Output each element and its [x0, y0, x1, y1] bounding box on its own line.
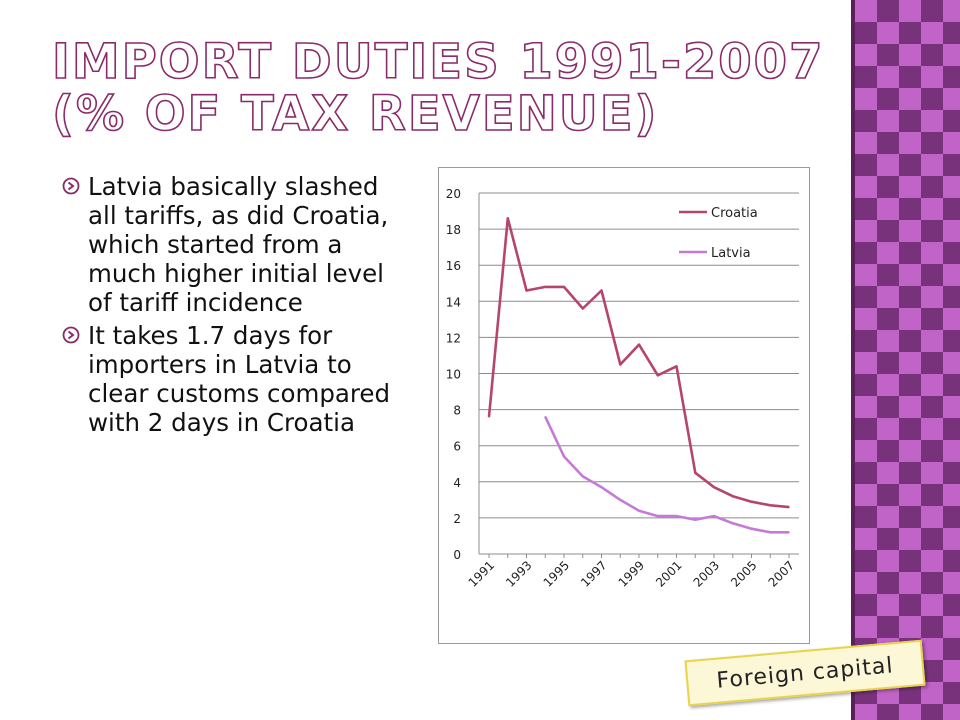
bullet-item: Latvia basically slashed all tariffs, as… [62, 172, 407, 317]
series-line-croatia [487, 217, 790, 509]
data-point-croatia [750, 500, 753, 503]
slide-title: Import Duties 1991-2007 (% of tax revenu… [51, 34, 842, 142]
data-point-croatia [600, 289, 603, 292]
data-point-croatia [544, 286, 547, 288]
y-tick-label: 10 [446, 368, 461, 382]
data-point-latvia [600, 486, 603, 489]
data-point-croatia [675, 365, 678, 368]
data-point-latvia [788, 531, 790, 534]
data-point-latvia [750, 527, 753, 530]
decorative-side-panel [855, 0, 960, 720]
slide-title-line2: (% of tax revenue) [51, 86, 659, 142]
y-tick-label: 6 [453, 440, 461, 454]
data-point-latvia [581, 475, 584, 478]
data-point-latvia [694, 518, 697, 521]
data-point-croatia [563, 286, 565, 288]
data-point-latvia [769, 531, 772, 534]
x-tick-label: 1997 [578, 558, 609, 589]
bullet-text: It takes 1.7 days for importers in Latvi… [88, 321, 391, 437]
bullet-icon [62, 177, 80, 195]
x-tick-label: 2003 [691, 558, 722, 589]
x-tick-label: 2001 [653, 558, 684, 589]
data-point-croatia [769, 504, 772, 507]
x-tick-label: 1993 [503, 558, 534, 589]
data-point-latvia [563, 455, 565, 458]
data-point-croatia [694, 471, 697, 474]
slide-title-line1: Import Duties 1991-2007 [51, 34, 825, 90]
y-tick-label: 20 [446, 187, 461, 201]
y-tick-label: 8 [453, 404, 461, 418]
bullet-item: It takes 1.7 days for importers in Latvi… [62, 321, 407, 437]
data-point-croatia [619, 363, 622, 366]
y-tick-label: 18 [446, 223, 461, 237]
x-tick-label: 1995 [541, 558, 572, 589]
data-point-croatia [638, 343, 640, 346]
data-point-croatia [506, 217, 509, 220]
data-point-latvia [656, 515, 659, 517]
bullet-icon [62, 326, 80, 344]
bullet-text: Latvia basically slashed all tariffs, as… [88, 172, 389, 317]
x-tick-label: 1991 [466, 558, 497, 589]
data-point-latvia [619, 499, 622, 501]
x-tick-label: 2005 [728, 558, 759, 589]
legend-label: Latvia [711, 246, 751, 261]
x-tick-label: 2007 [766, 558, 797, 589]
side-panel-edge [851, 0, 855, 720]
data-point-croatia [656, 374, 659, 377]
y-tick-label: 12 [446, 331, 461, 345]
y-tick-label: 0 [453, 548, 461, 562]
chart-frame: 0 2 4 6 8 10 12 14 16 18 20 1991 1993 1995 1997 1999 200… [438, 167, 810, 644]
data-point-croatia [788, 506, 790, 508]
data-point-latvia [638, 509, 640, 512]
data-point-latvia [713, 515, 715, 517]
series-line-latvia [544, 416, 789, 534]
bullet-list: Latvia basically slashed all tariffs, as… [62, 172, 407, 441]
y-tick-label: 16 [446, 259, 461, 273]
legend-label: Croatia [711, 206, 758, 221]
x-tick-label: 1999 [616, 558, 647, 589]
data-point-croatia [731, 495, 734, 498]
data-point-latvia [544, 416, 547, 418]
data-point-croatia [713, 486, 715, 489]
y-tick-label: 2 [453, 512, 461, 526]
data-point-croatia [581, 307, 584, 310]
data-point-croatia [525, 289, 528, 292]
y-tick-label: 14 [446, 295, 461, 309]
data-point-latvia [675, 515, 678, 517]
data-point-latvia [731, 522, 734, 525]
y-tick-label: 4 [453, 476, 461, 490]
tag-label: Foreign capital [715, 652, 895, 694]
data-point-croatia [488, 416, 490, 418]
